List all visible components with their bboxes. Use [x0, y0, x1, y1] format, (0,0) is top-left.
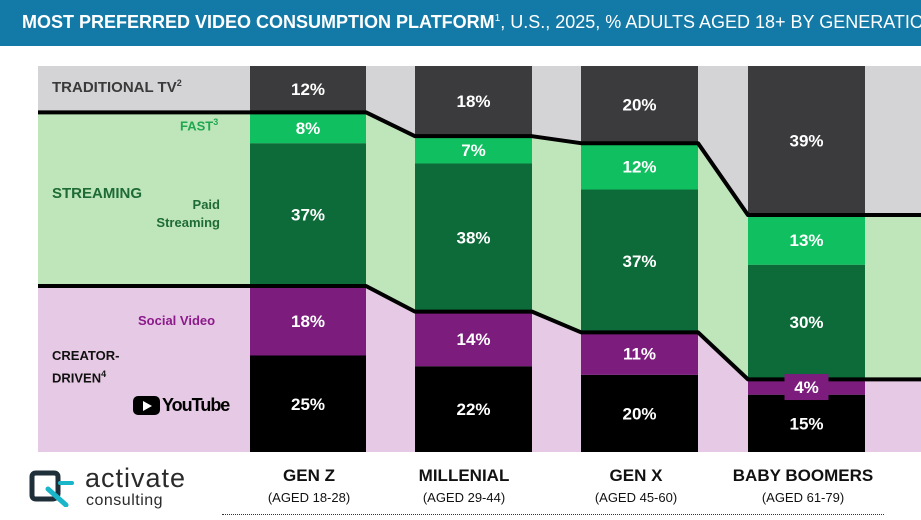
bar-fast — [748, 215, 865, 265]
legend-paid-line2: Streaming — [156, 215, 220, 230]
logo-wordmark: activate — [85, 463, 187, 493]
title-main: MOST PREFERRED VIDEO CONSUMPTION PLATFOR… — [22, 12, 495, 32]
value-label-social-video: 11% — [623, 345, 656, 364]
footnote-marker: 3 — [213, 117, 219, 127]
x-category-gen-x: GEN X (AGED 45-60) — [556, 466, 716, 505]
bar-paid-streaming — [581, 189, 698, 333]
x-tick-sublabel: (AGED 29-44) — [422, 490, 506, 505]
logo-subtext: consulting — [86, 492, 164, 509]
value-label-traditional-tv: 18% — [456, 92, 490, 111]
bar-youtube — [250, 355, 366, 452]
footnote-marker: 4 — [101, 369, 107, 379]
legend-youtube: YouTube — [133, 394, 230, 416]
value-label-traditional-tv: 20% — [622, 96, 656, 115]
value-label-fast: 8% — [296, 119, 321, 138]
value-badge — [451, 325, 496, 352]
value-labels: 25% 18% 37% 8% 12% 22% 14% 38% 7% 18% 20% 11% 37% 12%… — [286, 80, 829, 433]
value-label-youtube: 22% — [456, 400, 490, 419]
legend-fast: FAST3 — [180, 117, 218, 133]
value-label-traditional-tv: 12% — [291, 80, 325, 99]
value-label-paid-streaming: 37% — [622, 252, 656, 271]
value-label-paid-streaming: 30% — [789, 313, 823, 332]
bar-traditional-tv — [748, 66, 865, 216]
legend-creator-driven: CREATOR- DRIVEN4 — [52, 346, 152, 387]
bar-paid-streaming — [250, 143, 366, 287]
divider-tv-streaming — [38, 110, 921, 218]
x-tick-label: MILLENIAL — [418, 466, 510, 485]
bar-traditional-tv — [415, 66, 532, 137]
x-tick-sublabel: (AGED 18-28) — [267, 490, 351, 505]
chart-title: MOST PREFERRED VIDEO CONSUMPTION PLATFOR… — [0, 0, 921, 46]
value-label-fast: 12% — [622, 157, 656, 176]
legend-fast-text: FAST — [180, 118, 214, 134]
value-label-social-video: 4% — [794, 378, 819, 397]
value-label-social-video: 14% — [456, 330, 490, 349]
value-label-fast: 13% — [789, 231, 823, 250]
bar-fast — [250, 112, 366, 144]
legend-paid-line1: Paid — [192, 197, 220, 212]
legend-paid-streaming: Paid Streaming — [138, 196, 220, 232]
value-label-fast: 7% — [461, 141, 486, 160]
bar-youtube — [415, 366, 532, 452]
value-label-traditional-tv: 39% — [789, 132, 823, 151]
title-rest: , U.S., 2025, % ADULTS AGED 18+ BY GENER… — [500, 12, 921, 32]
bar-fast — [415, 136, 532, 164]
bar-paid-streaming — [415, 163, 532, 312]
value-label-youtube: 15% — [789, 414, 823, 433]
legend-streaming: STREAMING — [52, 185, 142, 202]
youtube-play-icon — [133, 395, 160, 415]
legend-creator-line2: DRIVEN — [52, 370, 102, 386]
bar-traditional-tv — [250, 66, 366, 113]
value-label-social-video: 18% — [291, 312, 325, 331]
value-label-youtube: 20% — [622, 404, 656, 423]
title-footnote: 1 — [494, 13, 501, 24]
bar-paid-streaming — [748, 264, 865, 380]
x-tick-label: BABY BOOMERS — [732, 466, 874, 485]
x-category-baby-boomers: BABY BOOMERS (AGED 61-79) — [723, 466, 883, 505]
legend-traditional-tv: TRADITIONAL TV2 — [52, 78, 182, 96]
legend-creator-line1: CREATOR- — [52, 348, 120, 363]
value-label-paid-streaming: 37% — [291, 206, 325, 225]
bar-fast — [581, 143, 698, 190]
value-label-paid-streaming: 38% — [456, 229, 490, 248]
bar-youtube — [748, 394, 865, 452]
x-axis-dotted-line — [222, 514, 884, 515]
legend-social-video: Social Video — [138, 313, 216, 328]
bars — [250, 66, 865, 452]
x-tick-sublabel: (AGED 61-79) — [761, 490, 845, 505]
x-category-gen-z: GEN Z (AGED 18-28) — [229, 466, 389, 505]
value-badge — [286, 307, 330, 334]
value-label-youtube: 25% — [291, 395, 325, 414]
bar-traditional-tv — [581, 66, 698, 144]
value-badge — [617, 340, 662, 367]
x-tick-label: GEN X — [609, 466, 663, 485]
footnote-marker: 2 — [176, 78, 182, 88]
youtube-wordmark: YouTube — [162, 394, 230, 415]
x-tick-sublabel: (AGED 45-60) — [594, 490, 678, 505]
activate-logo-icon — [29, 470, 74, 507]
x-category-millenial: MILLENIAL (AGED 29-44) — [384, 466, 544, 505]
x-tick-label: GEN Z — [283, 466, 335, 485]
legend-traditional-tv-text: TRADITIONAL TV — [52, 79, 177, 96]
value-badge — [784, 374, 829, 401]
bar-youtube — [581, 374, 698, 452]
